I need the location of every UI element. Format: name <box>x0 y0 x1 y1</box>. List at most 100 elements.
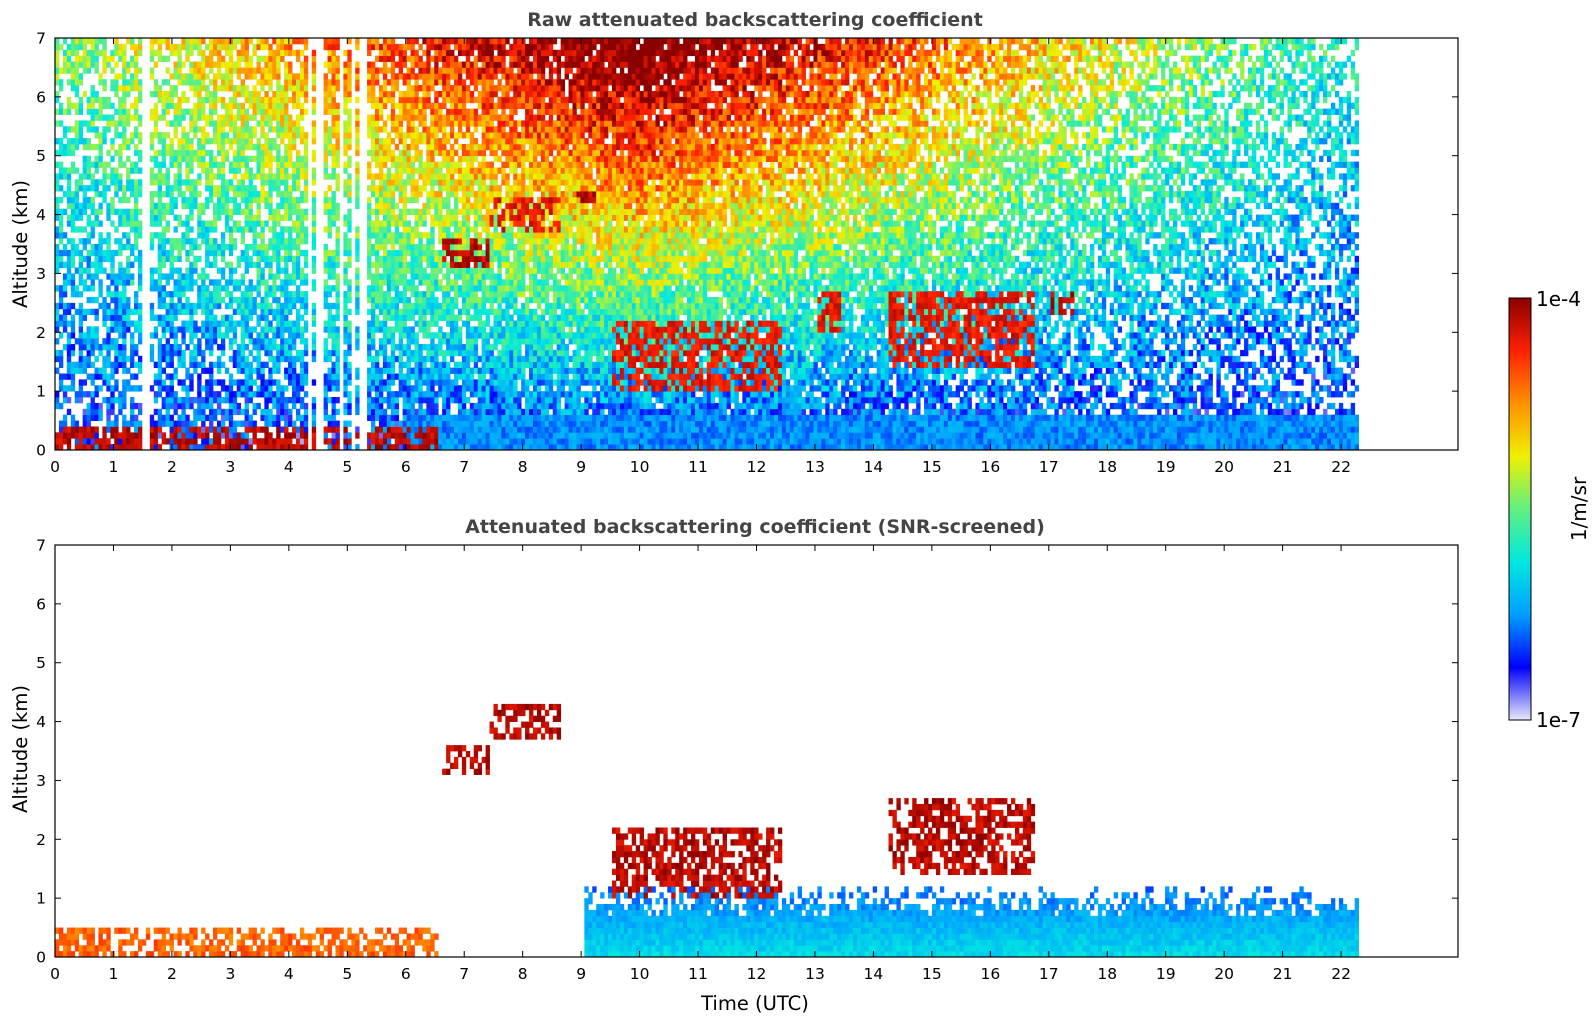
heatmap-cell <box>382 220 388 227</box>
heatmap-cell <box>122 114 127 121</box>
heatmap-cell <box>58 320 64 327</box>
heatmap-cell <box>284 173 289 180</box>
heatmap-cell <box>284 108 289 115</box>
heatmap-cell <box>414 244 419 251</box>
heatmap-cell <box>216 285 222 292</box>
heatmap-cell <box>442 314 447 321</box>
heatmap-cell <box>422 320 427 327</box>
heatmap-cell <box>118 261 123 268</box>
heatmap-cell <box>438 279 443 286</box>
heatmap-cell <box>355 61 360 68</box>
heatmap-cell <box>252 379 257 386</box>
heatmap-cell <box>110 420 115 427</box>
heatmap-cell <box>382 161 388 168</box>
heatmap-cell <box>58 291 64 298</box>
heatmap-cell <box>272 402 277 410</box>
heatmap-cell <box>228 102 234 110</box>
heatmap-cell <box>110 408 115 416</box>
heatmap-cell <box>220 349 226 357</box>
heatmap-cell <box>70 167 76 174</box>
heatmap-cell <box>410 196 415 204</box>
heatmap-cell <box>256 291 261 298</box>
heatmap-cell <box>414 90 419 98</box>
heatmap-cell <box>55 267 60 274</box>
heatmap-cell <box>382 279 388 286</box>
heatmap-cell <box>102 367 107 374</box>
heatmap-cell <box>465 291 471 298</box>
heatmap-cell <box>169 296 174 304</box>
heatmap-cell <box>94 373 99 380</box>
heatmap-cell <box>55 43 60 51</box>
heatmap-cell <box>224 408 230 416</box>
heatmap-cell <box>197 232 202 239</box>
heatmap-cell <box>410 143 415 151</box>
heatmap-cell <box>256 255 261 263</box>
heatmap-cell <box>446 402 451 410</box>
heatmap-cell <box>402 185 407 192</box>
heatmap-cell <box>228 355 234 363</box>
heatmap-cell <box>453 255 459 263</box>
heatmap-cell <box>268 185 273 192</box>
heatmap-cell <box>422 73 427 80</box>
heatmap-cell <box>240 367 246 374</box>
heatmap-cell <box>288 155 293 162</box>
heatmap-cell <box>248 61 253 68</box>
heatmap-cell <box>149 238 155 245</box>
heatmap-cell <box>256 361 261 368</box>
heatmap-cell <box>374 102 380 110</box>
heatmap-cell <box>55 202 60 210</box>
heatmap-cell <box>311 355 317 363</box>
heatmap-cell <box>98 302 103 310</box>
heatmap-cell <box>390 314 396 321</box>
heatmap-cell <box>224 326 230 333</box>
heatmap-cell <box>110 138 115 145</box>
heatmap-cell <box>323 279 328 286</box>
heatmap-cell <box>450 279 455 286</box>
heatmap-cell <box>228 273 234 280</box>
heatmap-cell <box>442 149 447 157</box>
heatmap-cell <box>398 249 404 257</box>
heatmap-cell <box>264 444 269 450</box>
heatmap-cell <box>371 232 376 239</box>
heatmap-cell <box>248 132 253 139</box>
heatmap-cell <box>213 397 218 404</box>
heatmap-cell <box>244 285 249 292</box>
heatmap-cell <box>386 143 392 151</box>
heatmap-cell <box>371 179 376 186</box>
heatmap-cell <box>371 249 376 257</box>
heatmap-cell <box>430 349 435 357</box>
heatmap-cell <box>110 55 115 62</box>
heatmap-cell <box>284 349 289 357</box>
heatmap-cell <box>130 320 135 327</box>
heatmap-cell <box>442 220 447 227</box>
heatmap-cell <box>465 179 471 186</box>
heatmap-cell <box>149 285 155 292</box>
heatmap-cell <box>102 167 107 174</box>
heatmap-cell <box>74 138 80 145</box>
heatmap-cell <box>398 120 404 127</box>
heatmap-cell <box>236 179 242 186</box>
heatmap-cell <box>169 143 174 151</box>
heatmap-cell <box>292 244 297 251</box>
heatmap-cell <box>394 285 400 292</box>
heatmap-cell <box>323 38 328 45</box>
heatmap-cell <box>169 349 174 357</box>
heatmap-cell <box>284 302 289 310</box>
heatmap-cell <box>78 291 84 298</box>
heatmap-cell <box>161 138 167 145</box>
heatmap-cell <box>252 214 257 221</box>
heatmap-cell <box>228 426 234 433</box>
heatmap-cell <box>244 397 249 404</box>
heatmap-cell <box>292 267 297 274</box>
heatmap-cell <box>327 173 332 180</box>
heatmap-cell <box>347 373 352 380</box>
heatmap-cell <box>137 279 143 286</box>
heatmap-cell <box>382 302 388 310</box>
heatmap-cell <box>220 96 226 104</box>
heatmap-cell <box>98 408 103 416</box>
heatmap-cell <box>161 314 167 321</box>
heatmap-cell <box>374 402 380 410</box>
heatmap-cell <box>137 249 143 257</box>
heatmap-cell <box>201 55 206 62</box>
heatmap-cell <box>292 426 297 433</box>
